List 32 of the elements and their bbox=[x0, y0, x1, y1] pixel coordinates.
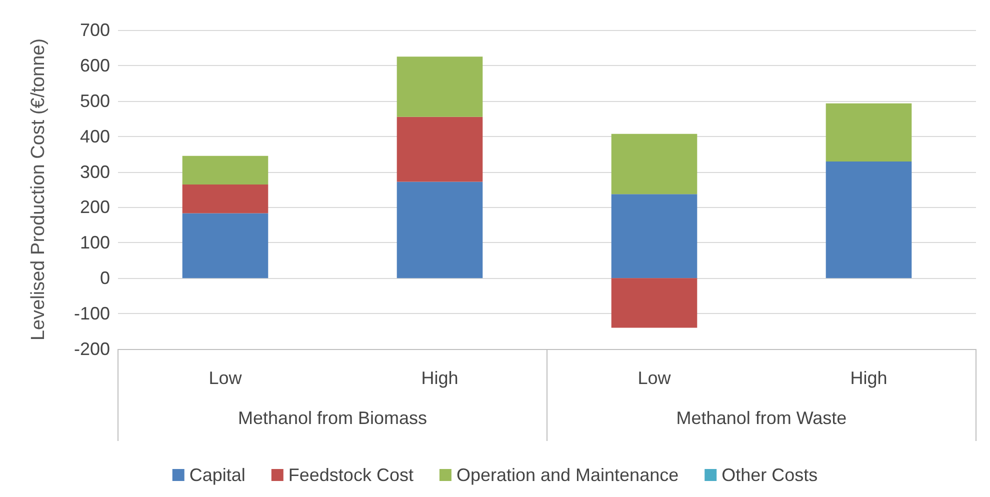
x-tick-label: High bbox=[421, 368, 458, 388]
y-tick-label: 200 bbox=[80, 197, 110, 218]
y-tick-label: 100 bbox=[80, 232, 110, 253]
y-tick-label: 300 bbox=[80, 162, 110, 182]
y-tick-label: 500 bbox=[80, 90, 110, 111]
bar bbox=[396, 56, 483, 117]
x-tick-label: High bbox=[850, 368, 888, 388]
text: Methanol from Biomass bbox=[238, 408, 428, 428]
bar bbox=[396, 182, 483, 278]
y-tick-label: -100 bbox=[74, 304, 110, 324]
x-tick-label: Low bbox=[208, 368, 243, 388]
x-tick-label: Low bbox=[638, 368, 672, 388]
y-axis-title: Levelised Production Cost (€/tonne) bbox=[28, 38, 49, 341]
legend-label: Operation and Maintenance bbox=[456, 465, 679, 485]
bar bbox=[611, 194, 698, 278]
y-tick-label: 0 bbox=[100, 268, 110, 288]
legend-label: Feedstock Cost bbox=[288, 465, 414, 485]
legend-label: Capital bbox=[189, 465, 246, 485]
bar bbox=[826, 162, 912, 278]
bar bbox=[826, 103, 912, 162]
text: Methanol from Waste bbox=[676, 408, 847, 428]
y-tick-label: 600 bbox=[80, 55, 110, 76]
bar bbox=[611, 134, 698, 194]
bar bbox=[182, 184, 268, 214]
bar bbox=[611, 278, 698, 328]
bar bbox=[182, 156, 268, 185]
bar bbox=[182, 213, 268, 278]
legend-label: Other Costs bbox=[722, 465, 818, 485]
y-tick-label: 400 bbox=[80, 126, 110, 146]
y-tick-label: -200 bbox=[74, 339, 110, 359]
bar bbox=[396, 116, 483, 182]
y-tick-label: 700 bbox=[80, 20, 110, 40]
